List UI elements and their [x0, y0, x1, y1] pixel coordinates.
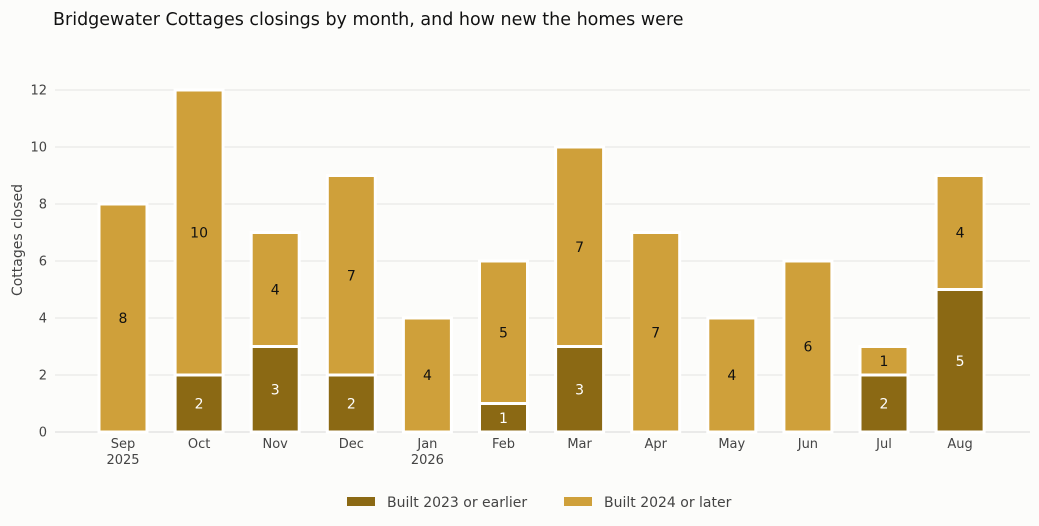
x-tick-label: Mar [567, 437, 592, 452]
bar-segment [173, 88, 225, 377]
x-tick-label: Jun [797, 437, 818, 452]
y-tick-label: 4 [39, 312, 47, 327]
bar-segment [97, 202, 149, 434]
bar-segment [858, 373, 910, 434]
data-label: 6 [803, 340, 812, 356]
data-label: 4 [271, 283, 280, 299]
data-label: 7 [347, 268, 356, 284]
y-tick-label: 8 [39, 198, 47, 213]
x-tick-label: May [718, 437, 745, 452]
x-tick-label: Sep [111, 437, 136, 452]
y-tick-label: 6 [39, 255, 47, 270]
bar-segment [249, 231, 301, 348]
y-tick-label: 12 [30, 84, 47, 99]
bars: 2 3 2 1 3 2 5 8 10 4 7 4 5 7 7 4 6 1 4 [97, 88, 986, 434]
data-label: 5 [956, 354, 965, 370]
x-tick-label: 2026 [411, 453, 444, 468]
data-label: 7 [575, 240, 584, 256]
data-label: 3 [575, 382, 584, 398]
data-label: 4 [956, 226, 965, 242]
data-label: 8 [119, 311, 128, 327]
legend-label: Built 2023 or earlier [387, 495, 527, 511]
x-tick-label: Jul [875, 437, 892, 452]
bar-segment [401, 316, 453, 434]
bar-segment [706, 316, 758, 434]
y-tick-label: 10 [30, 141, 47, 156]
legend-swatch [564, 497, 592, 506]
chart-title: Bridgewater Cottages closings by month, … [53, 10, 684, 30]
x-tick-label: Nov [263, 437, 289, 452]
bar-segment [934, 174, 986, 291]
bar-segment [554, 145, 606, 348]
y-axis-label: Cottages closed [10, 184, 26, 296]
data-label: 2 [195, 397, 204, 413]
x-tick-label: Aug [947, 437, 972, 452]
bar-segment [478, 259, 529, 405]
bar-segment [173, 373, 225, 434]
x-tick-label: Dec [339, 437, 364, 452]
x-tick-label: Feb [492, 437, 515, 452]
y-axis-ticks: 0 2 4 6 8 10 12 [30, 84, 47, 441]
bar-segment [249, 345, 301, 434]
bar-segment [630, 231, 682, 434]
data-label: 4 [727, 368, 736, 384]
y-tick-label: 0 [39, 426, 47, 441]
data-label: 4 [423, 368, 432, 384]
x-tick-label: 2025 [106, 453, 139, 468]
data-label: 2 [347, 397, 356, 413]
bar-segment [325, 174, 377, 377]
data-label: 7 [651, 325, 660, 341]
legend: Built 2023 or earlier Built 2024 or later [347, 495, 732, 511]
x-tick-label: Jan [416, 437, 437, 452]
x-tick-label: Oct [188, 437, 210, 452]
legend-label: Built 2024 or later [604, 495, 732, 511]
data-label: 5 [499, 325, 508, 341]
bar-segment [858, 345, 910, 377]
data-label: 1 [880, 354, 889, 370]
data-label: 1 [499, 411, 508, 427]
x-tick-label: Apr [644, 437, 667, 452]
data-label: 10 [190, 226, 208, 242]
legend-swatch [347, 497, 375, 506]
data-label: 3 [271, 382, 280, 398]
y-tick-label: 2 [39, 369, 47, 384]
data-label: 2 [880, 397, 889, 413]
bar-segment [782, 259, 834, 434]
